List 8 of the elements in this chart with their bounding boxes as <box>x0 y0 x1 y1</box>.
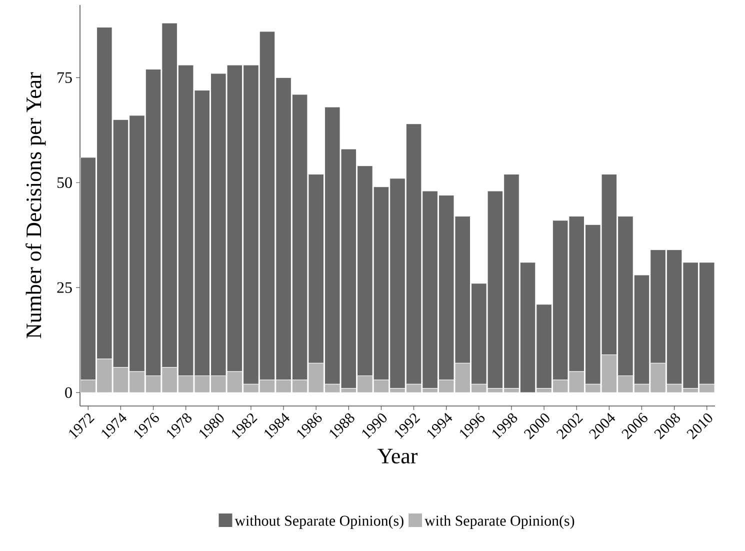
x-axis-title: Year <box>378 448 418 464</box>
legend-label: with Separate Opinion(s) <box>424 515 574 529</box>
legend-label: without Separate Opinion(s) <box>234 515 404 529</box>
y-tick-label: 25 <box>57 282 72 293</box>
y-tick-label: 75 <box>58 72 72 83</box>
y-axis-title: Number of Decisions per Year <box>26 72 46 338</box>
y-tick-label: 50 <box>57 177 72 188</box>
y-tick-label: 0 <box>65 387 72 398</box>
